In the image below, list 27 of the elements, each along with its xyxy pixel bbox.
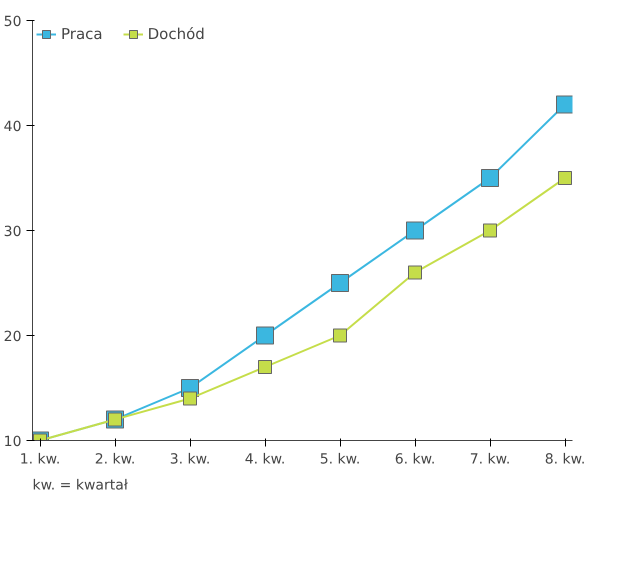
x-tick-label: 7. kw. xyxy=(470,452,510,468)
point xyxy=(258,360,272,374)
text: kw. = kwartał xyxy=(32,478,128,494)
y-tick-label: 30 xyxy=(4,224,22,240)
point xyxy=(256,326,274,344)
x-tick-label: 4. kw. xyxy=(244,452,286,468)
point xyxy=(331,274,349,292)
y-tick-label: 20 xyxy=(4,329,22,345)
x-tick-label: 8. kw. xyxy=(544,452,586,468)
y-tick-label: 40 xyxy=(4,119,22,135)
point xyxy=(406,222,424,240)
legend-label: Dochód xyxy=(148,25,205,43)
point xyxy=(483,224,497,238)
x-tick-label: 5. kw. xyxy=(320,452,360,468)
x-tick-label: 2. kw. xyxy=(94,452,136,468)
point xyxy=(333,328,347,342)
x-tick-label: 6. kw. xyxy=(394,452,436,468)
point xyxy=(183,392,197,406)
y-tick-label: 50 xyxy=(4,14,22,30)
point xyxy=(481,169,499,187)
x-tick-label: 3. kw. xyxy=(170,452,210,468)
legend-label: Praca xyxy=(61,25,103,43)
x-tick-label: 1. kw. xyxy=(20,452,60,468)
point xyxy=(408,266,422,280)
y-tick-label: 10 xyxy=(4,434,22,450)
point xyxy=(558,171,572,185)
point xyxy=(556,96,572,114)
